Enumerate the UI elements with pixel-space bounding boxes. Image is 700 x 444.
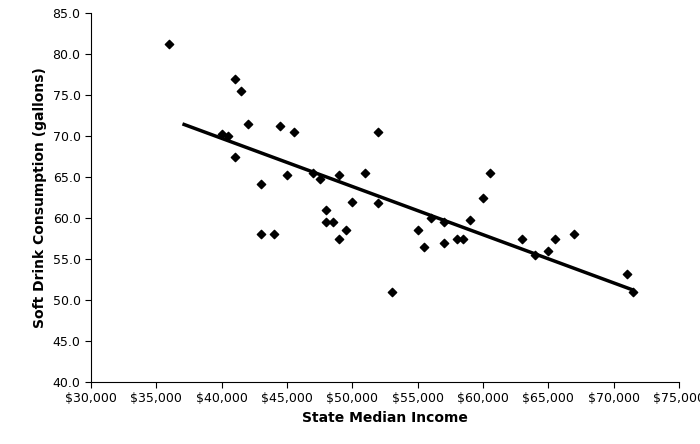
Point (288, 128, 299, 135)
Point (314, 175, 326, 182)
Point (419, 243, 430, 250)
Point (458, 235, 469, 242)
Point (386, 288, 397, 295)
Point (373, 200, 384, 207)
Point (477, 194, 489, 201)
Point (530, 251, 541, 258)
Point (438, 218, 449, 226)
Point (281, 172, 293, 179)
Point (229, 153, 240, 160)
Point (256, 180, 267, 187)
Point (216, 130, 228, 137)
Point (425, 214, 436, 222)
Point (464, 216, 475, 223)
Point (327, 218, 338, 226)
X-axis label: State Median Income: State Median Income (302, 411, 468, 425)
Point (229, 75, 240, 83)
Point (242, 120, 253, 127)
Point (569, 231, 580, 238)
Point (621, 270, 632, 278)
Point (307, 170, 318, 177)
Point (360, 170, 371, 177)
Point (542, 247, 554, 254)
Point (484, 170, 495, 177)
Point (334, 235, 345, 242)
Point (550, 235, 561, 242)
Point (340, 227, 351, 234)
Point (321, 206, 332, 214)
Point (412, 227, 423, 234)
Y-axis label: Soft Drink Consumption (gallons): Soft Drink Consumption (gallons) (33, 67, 47, 328)
Point (334, 172, 345, 179)
Point (268, 231, 279, 238)
Point (346, 198, 358, 205)
Point (275, 123, 286, 130)
Point (256, 231, 267, 238)
Point (164, 41, 175, 48)
Point (321, 218, 332, 226)
Point (628, 288, 639, 295)
Point (452, 235, 463, 242)
Point (517, 235, 528, 242)
Point (373, 128, 384, 135)
Point (223, 133, 234, 140)
Point (438, 239, 449, 246)
Point (236, 87, 247, 95)
